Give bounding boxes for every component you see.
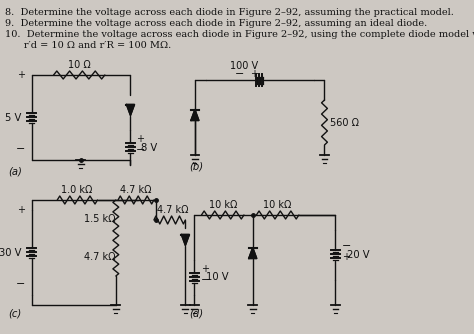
Text: 20 V: 20 V bbox=[347, 250, 370, 260]
Text: +: + bbox=[250, 69, 258, 79]
Text: 560 Ω: 560 Ω bbox=[330, 118, 359, 128]
Text: 10.  Determine the voltage across each diode in Figure 2–92, using the complete : 10. Determine the voltage across each di… bbox=[5, 30, 474, 39]
Text: (d): (d) bbox=[189, 309, 203, 319]
Text: 1.5 kΩ: 1.5 kΩ bbox=[84, 214, 116, 224]
Text: −: − bbox=[201, 275, 210, 285]
Text: −: − bbox=[235, 69, 244, 79]
Polygon shape bbox=[249, 247, 257, 259]
Text: +: + bbox=[342, 252, 350, 262]
Text: 100 V: 100 V bbox=[230, 61, 258, 71]
Text: 30 V: 30 V bbox=[0, 247, 21, 258]
Text: (c): (c) bbox=[8, 309, 21, 319]
Text: 4.7 kΩ: 4.7 kΩ bbox=[84, 252, 116, 262]
Text: 8.  Determine the voltage across each diode in Figure 2–92, assuming the practic: 8. Determine the voltage across each dio… bbox=[5, 8, 454, 17]
Text: +: + bbox=[201, 264, 209, 274]
Text: −: − bbox=[16, 144, 25, 154]
Text: +: + bbox=[137, 134, 144, 144]
Text: r′d = 10 Ω and r′R = 100 MΩ.: r′d = 10 Ω and r′R = 100 MΩ. bbox=[5, 41, 172, 50]
Text: 8 V: 8 V bbox=[141, 143, 158, 153]
Polygon shape bbox=[182, 234, 190, 245]
Text: (a): (a) bbox=[8, 166, 22, 176]
Text: 10 kΩ: 10 kΩ bbox=[264, 200, 292, 210]
Text: 10 V: 10 V bbox=[206, 273, 228, 283]
Text: (b): (b) bbox=[189, 161, 203, 171]
Text: 4.7 kΩ: 4.7 kΩ bbox=[157, 205, 189, 215]
Text: 5 V: 5 V bbox=[5, 113, 21, 123]
Text: −: − bbox=[137, 145, 146, 155]
Text: 1.0 kΩ: 1.0 kΩ bbox=[61, 185, 93, 195]
Text: 9.  Determine the voltage across each diode in Figure 2–92, assuming an ideal di: 9. Determine the voltage across each dio… bbox=[5, 19, 428, 28]
Text: 4.7 kΩ: 4.7 kΩ bbox=[120, 185, 152, 195]
Polygon shape bbox=[127, 105, 135, 116]
Text: +: + bbox=[17, 70, 25, 80]
Text: +: + bbox=[17, 205, 25, 215]
Text: −: − bbox=[16, 279, 25, 289]
Text: 10 kΩ: 10 kΩ bbox=[209, 200, 237, 210]
Text: 10 Ω: 10 Ω bbox=[68, 60, 91, 70]
Polygon shape bbox=[191, 110, 199, 121]
Text: −: − bbox=[342, 241, 351, 251]
